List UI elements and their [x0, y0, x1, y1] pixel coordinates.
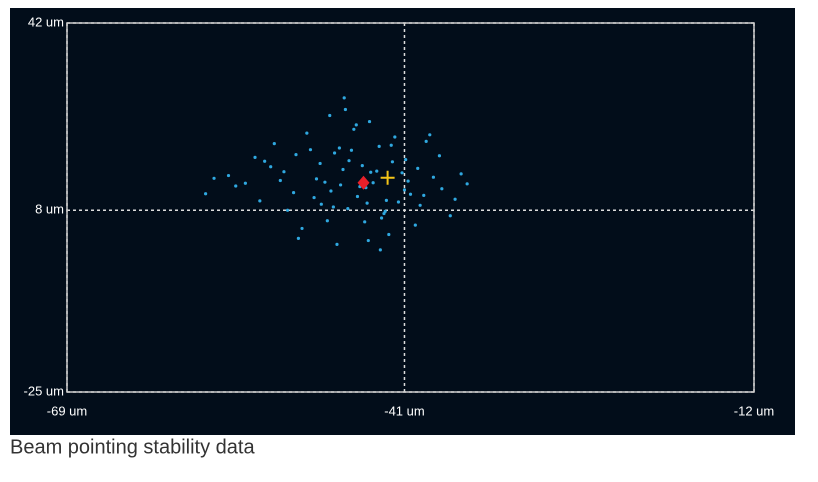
- point: [404, 157, 408, 162]
- point: [343, 107, 348, 112]
- point: [440, 187, 444, 191]
- x-tick-label: -69 um: [47, 403, 87, 418]
- point: [375, 169, 379, 173]
- point: [387, 232, 391, 237]
- point: [269, 165, 273, 169]
- point: [406, 179, 410, 183]
- point: [312, 195, 316, 200]
- point: [212, 176, 216, 180]
- point: [390, 160, 395, 164]
- point: [258, 199, 262, 203]
- point: [416, 166, 420, 170]
- point: [285, 208, 290, 212]
- point: [226, 173, 231, 178]
- point: [325, 219, 329, 223]
- point: [308, 148, 313, 152]
- x-tick-label: -12 um: [734, 403, 774, 418]
- mean-marker: [357, 175, 370, 190]
- point: [384, 198, 388, 202]
- point: [342, 96, 346, 100]
- point: [294, 153, 298, 157]
- chart-background: [10, 8, 795, 435]
- point: [363, 220, 367, 224]
- point: [253, 155, 257, 159]
- point: [408, 192, 413, 196]
- point: [448, 214, 452, 218]
- point: [424, 139, 428, 144]
- point: [296, 236, 301, 240]
- x-tick-label: -41 um: [384, 403, 424, 418]
- point: [329, 189, 333, 193]
- plot-frame: [66, 22, 755, 393]
- y-tick-label: -25 um: [24, 383, 64, 398]
- point: [379, 216, 384, 220]
- point: [332, 151, 337, 155]
- point: [204, 192, 208, 196]
- point: [413, 223, 417, 227]
- point: [360, 164, 364, 168]
- point: [352, 127, 356, 131]
- point: [422, 193, 426, 197]
- point: [347, 159, 351, 163]
- point: [365, 201, 369, 205]
- point: [369, 170, 373, 174]
- point: [318, 161, 322, 166]
- point: [282, 170, 286, 174]
- point: [389, 143, 393, 147]
- y-tick-label: 8 um: [35, 202, 64, 217]
- point: [453, 197, 457, 201]
- point: [428, 133, 432, 137]
- point: [337, 146, 341, 150]
- point: [300, 226, 304, 231]
- point: [431, 175, 435, 179]
- point: [371, 181, 375, 185]
- point: [393, 135, 397, 139]
- point: [355, 194, 360, 199]
- point: [335, 242, 339, 246]
- point: [459, 172, 463, 176]
- point: [323, 180, 327, 184]
- point: [234, 184, 238, 188]
- point: [437, 154, 442, 158]
- point: [328, 113, 332, 118]
- point: [346, 207, 350, 211]
- point: [341, 167, 345, 172]
- point: [378, 248, 382, 252]
- point: [396, 200, 401, 204]
- point: [338, 183, 343, 187]
- point: [278, 178, 282, 183]
- point: [331, 205, 335, 209]
- point: [402, 188, 407, 192]
- point: [366, 238, 370, 243]
- point: [291, 191, 296, 195]
- y-tick-label: 42 um: [28, 14, 64, 29]
- point: [418, 203, 422, 207]
- current-marker: [380, 170, 395, 185]
- point: [465, 182, 469, 186]
- point: [263, 159, 267, 163]
- caption: Beam pointing stability data: [10, 436, 255, 458]
- point: [272, 142, 276, 146]
- point: [367, 119, 372, 124]
- point: [383, 209, 387, 213]
- point: [400, 171, 404, 175]
- point: [349, 148, 354, 152]
- point: [305, 131, 309, 135]
- point: [377, 144, 381, 148]
- point: [319, 202, 323, 206]
- point: [314, 177, 319, 181]
- point: [243, 181, 247, 185]
- point: [354, 123, 358, 127]
